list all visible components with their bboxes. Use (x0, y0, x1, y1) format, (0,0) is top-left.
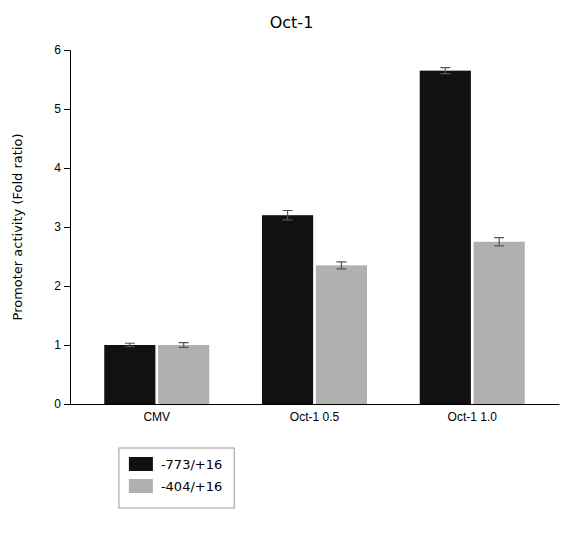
error-bar (440, 68, 450, 74)
series (158, 238, 525, 404)
bar (316, 265, 367, 404)
tick: Oct-1 0.5 (290, 410, 340, 424)
tick: 3 (54, 220, 70, 234)
y-axis: 0 1 2 3 4 5 6 (54, 43, 70, 411)
tick-mark (64, 109, 70, 110)
tick-label: Oct-1 1.0 (448, 410, 498, 424)
tick: 5 (54, 102, 70, 116)
tick-mark (64, 168, 70, 169)
marks (104, 68, 525, 404)
legend-item: -773/+16 (129, 457, 222, 472)
legend-item: -404/+16 (129, 479, 222, 494)
tick-label: 5 (54, 102, 61, 116)
tick-label: 6 (54, 43, 61, 57)
tick-label: 3 (54, 220, 61, 234)
legend-label: -773/+16 (161, 457, 222, 472)
tick: 6 (54, 43, 70, 57)
tick-mark (64, 404, 70, 405)
tick: 4 (54, 161, 70, 175)
error-bar (494, 238, 504, 246)
error-bar (336, 262, 346, 269)
error-bar (125, 343, 135, 347)
legend-swatch (129, 457, 153, 471)
x-axis: CMV Oct-1 0.5 Oct-1 1.0 (71, 405, 560, 424)
chart: 0 1 2 3 4 5 6 CMV Oct-1 0.5 Oct-1 1.0 Oct-1 Promote… (0, 0, 583, 534)
series (104, 68, 471, 404)
bar (420, 71, 471, 404)
bar (104, 345, 155, 404)
tick-label: 4 (54, 161, 61, 175)
tick: 2 (54, 279, 70, 293)
plot: 0 1 2 3 4 5 6 CMV Oct-1 0.5 Oct-1 1.0 (54, 43, 559, 423)
axis-line (71, 404, 560, 405)
legend-frame (119, 448, 234, 508)
tick-label: 2 (54, 279, 61, 293)
tick: 1 (54, 338, 70, 352)
tick-mark (64, 227, 70, 228)
legend: -773/+16 -404/+16 (119, 448, 234, 508)
tick-mark (64, 50, 70, 51)
error-bar (283, 210, 293, 219)
axis-title: Promoter activity (Fold ratio) (10, 134, 25, 321)
tick: 0 (54, 397, 70, 411)
axis-line (64, 51, 71, 405)
legend-label: -404/+16 (161, 479, 222, 494)
bar (158, 345, 209, 404)
tick: CMV (143, 410, 170, 424)
error-bar (179, 343, 189, 348)
tick-label: CMV (143, 410, 170, 424)
tick-mark (64, 345, 70, 346)
tick-label: 1 (54, 338, 61, 352)
tick-label: 0 (54, 397, 61, 411)
title: Oct-1 (270, 13, 314, 32)
tick: Oct-1 1.0 (448, 410, 498, 424)
bar (474, 242, 525, 404)
tick-label: Oct-1 0.5 (290, 410, 340, 424)
bar (262, 215, 313, 404)
legend-swatch (129, 479, 153, 493)
tick-mark (64, 286, 70, 287)
